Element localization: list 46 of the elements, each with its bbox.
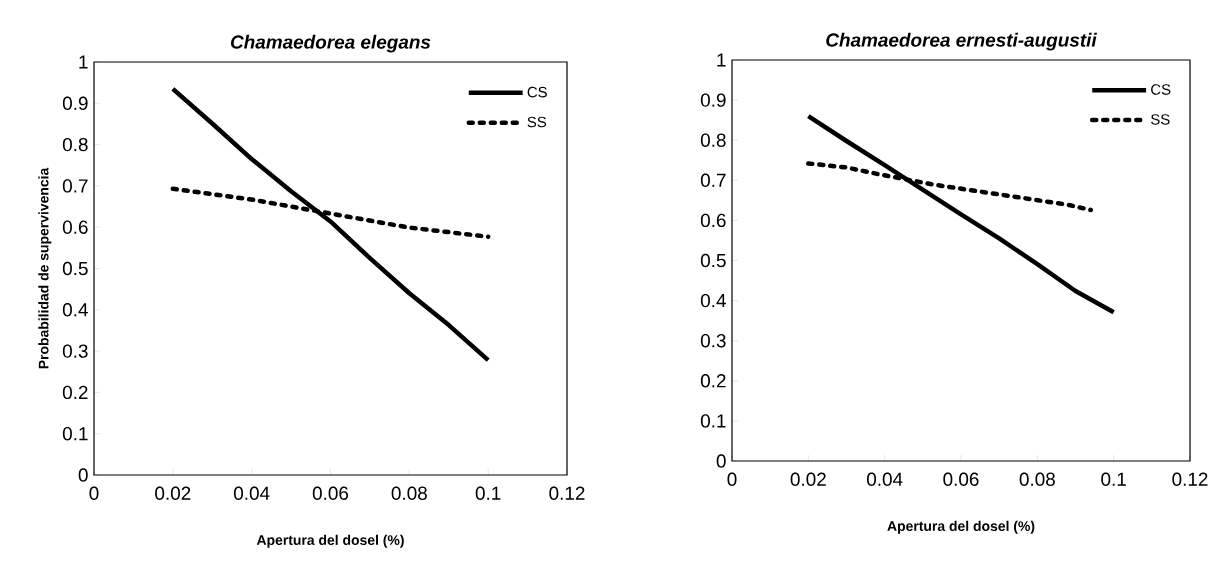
y-tick-label: 0.7 xyxy=(62,179,88,193)
y-tick-label: 0.1 xyxy=(700,414,726,428)
x-axis-title: Apertura del dosel (%) xyxy=(887,520,1035,534)
y-tick-label: 0.7 xyxy=(700,173,726,187)
x-tick-label: 0.12 xyxy=(549,486,585,500)
y-tick-label: 0.4 xyxy=(700,293,726,308)
x-axis-title: Apertura del dosel (%) xyxy=(256,534,404,548)
x-tick-label: 0.02 xyxy=(790,472,826,486)
legend-label: CS xyxy=(527,86,547,98)
y-tick-label: 0 xyxy=(716,454,726,468)
y-tick-label: 0.2 xyxy=(62,385,88,400)
x-tick-label: 0.02 xyxy=(155,486,191,500)
x-tick-label: 0 xyxy=(89,486,99,500)
x-tick-label: 0.12 xyxy=(1172,472,1208,486)
x-tick-label: 0.04 xyxy=(866,472,903,486)
y-tick-label: 0.4 xyxy=(62,303,88,317)
y-tick-label: 0.3 xyxy=(62,344,88,358)
chart-title: Chamaedorea ernesti-augustii xyxy=(826,32,1097,51)
y-tick-label: 0.9 xyxy=(700,93,726,107)
y-tick-label: 0.5 xyxy=(700,253,726,268)
x-tick-label: 0.1 xyxy=(1101,472,1126,486)
y-axis-title: Probabilidad de supervivencia xyxy=(38,167,52,369)
line-series xyxy=(170,86,491,363)
y-tick-label: 0.5 xyxy=(62,261,88,276)
legend-label: SS xyxy=(1151,114,1170,125)
y-tick-label: 1 xyxy=(79,55,88,69)
y-tick-label: 0.6 xyxy=(700,213,726,228)
y-tick-label: 0.8 xyxy=(700,133,726,147)
x-tick-label: 0.06 xyxy=(943,472,979,486)
x-tick-label: 0 xyxy=(727,472,737,486)
legend-label: SS xyxy=(527,116,547,128)
y-tick-label: 0.1 xyxy=(62,427,88,441)
y-tick-label: 0.2 xyxy=(700,374,726,388)
y-tick-label: 0.8 xyxy=(62,137,88,152)
y-tick-label: 0.6 xyxy=(62,220,88,234)
line-series xyxy=(806,113,1116,315)
y-tick-label: 0.3 xyxy=(700,334,726,348)
y-tick-label: 1 xyxy=(717,53,726,67)
x-tick-label: 0.04 xyxy=(233,486,270,500)
legend-label: CS xyxy=(1151,84,1171,95)
x-tick-label: 0.06 xyxy=(312,486,349,500)
x-tick-label: 0.08 xyxy=(1019,472,1055,486)
y-tick-label: 0.9 xyxy=(62,96,88,110)
chart-title: Chamaedorea elegans xyxy=(230,34,431,53)
x-tick-label: 0.08 xyxy=(391,486,427,500)
x-tick-label: 0.1 xyxy=(475,486,501,500)
